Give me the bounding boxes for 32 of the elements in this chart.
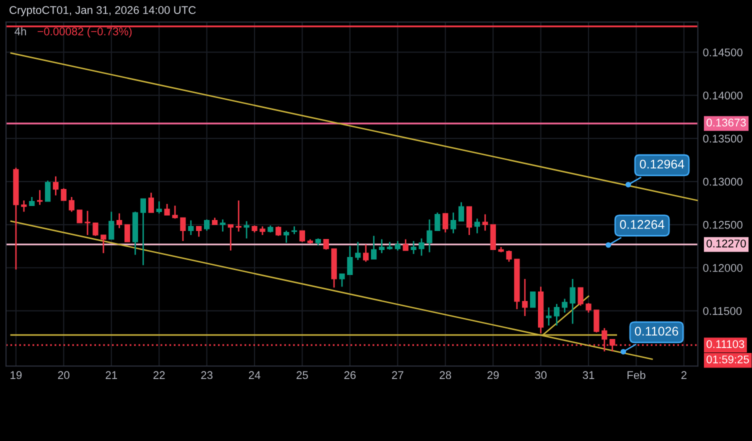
text: 01:59:25 bbox=[706, 355, 749, 364]
y-tick-label: 0.12000 bbox=[703, 264, 742, 272]
chart-title: 4h bbox=[14, 27, 26, 36]
x-tick-label: 24 bbox=[248, 371, 260, 379]
x-tick-label: 27 bbox=[392, 371, 404, 379]
x-tick-label: 20 bbox=[58, 371, 70, 380]
annotation: 0.12964 bbox=[640, 160, 684, 169]
x-tick-label: 2 bbox=[681, 371, 686, 379]
x-tick-label: 31 bbox=[582, 371, 594, 380]
y-tick-label: 0.14500 bbox=[703, 48, 742, 56]
x-tick-label: 28 bbox=[440, 371, 452, 380]
y-tick-label: 0.12500 bbox=[703, 220, 742, 229]
y-tick-label: 0.13000 bbox=[703, 178, 742, 186]
x-tick-label: 29 bbox=[487, 371, 499, 380]
y-tick-label: 0.14000 bbox=[703, 92, 742, 100]
chart-subtitle: −0.00082 (−0.73%) bbox=[38, 27, 132, 38]
annotation: 0.11026 bbox=[634, 326, 678, 336]
x-tick-label: 22 bbox=[153, 371, 165, 379]
y-tick-label: 0.13500 bbox=[703, 134, 742, 143]
annotation: 0.12264 bbox=[620, 220, 664, 229]
x-tick-label: 23 bbox=[201, 371, 212, 380]
x-tick-label: 19 bbox=[10, 371, 22, 380]
x-tick-label: 30 bbox=[535, 371, 547, 380]
ref-line-label: 0.12270 bbox=[706, 240, 746, 248]
x-tick-label: 26 bbox=[344, 371, 356, 380]
x-tick-label: Feb bbox=[628, 370, 646, 380]
ref-line-label: 0.13673 bbox=[706, 118, 746, 126]
text: CryptoCT01, Jan 31, 2026 14:00 UTC bbox=[10, 6, 196, 16]
y-tick-label: 0.11500 bbox=[703, 307, 742, 315]
ref-line-label: 0.11103 bbox=[706, 340, 744, 348]
x-tick-label: 21 bbox=[106, 371, 118, 379]
x-tick-label: 25 bbox=[296, 371, 308, 380]
